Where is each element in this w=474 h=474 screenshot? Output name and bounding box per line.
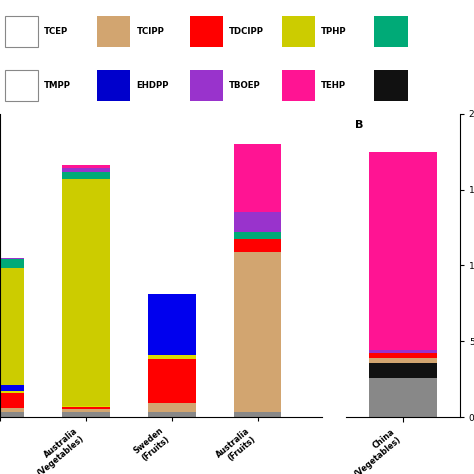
Text: TDCIPP: TDCIPP	[229, 27, 264, 36]
Bar	[0, 385, 24, 391]
Text: TPHP: TPHP	[321, 27, 347, 36]
Bar	[0, 391, 24, 393]
Bar	[234, 232, 282, 239]
Bar	[62, 406, 109, 408]
Bar	[234, 144, 282, 212]
Bar	[62, 167, 109, 172]
Bar	[369, 358, 437, 363]
Bar	[374, 70, 408, 101]
Bar	[190, 16, 223, 47]
Bar	[374, 16, 408, 47]
Bar	[0, 259, 24, 267]
Bar	[62, 408, 109, 409]
Bar	[234, 239, 282, 252]
Bar	[282, 70, 315, 101]
Bar	[62, 409, 109, 411]
Bar	[234, 212, 282, 232]
Bar	[62, 179, 109, 406]
Bar	[0, 393, 24, 408]
Text: EHDPP: EHDPP	[137, 81, 169, 90]
Bar	[190, 70, 223, 101]
Bar	[369, 350, 437, 353]
Text: TEHP: TEHP	[321, 81, 346, 90]
Bar	[97, 70, 130, 101]
Bar	[369, 153, 437, 350]
Bar	[62, 165, 109, 167]
Bar	[0, 267, 24, 385]
Bar	[62, 172, 109, 179]
Bar	[62, 411, 109, 417]
Bar	[5, 16, 38, 47]
Bar	[148, 359, 196, 403]
Bar	[5, 70, 38, 101]
Text: TCEP: TCEP	[44, 27, 68, 36]
Bar	[369, 353, 437, 358]
Bar	[97, 16, 130, 47]
Bar	[234, 252, 282, 411]
Bar	[369, 363, 437, 378]
Bar	[148, 411, 196, 417]
Text: TCIPP: TCIPP	[137, 27, 164, 36]
Bar	[369, 378, 437, 417]
Bar	[148, 403, 196, 411]
Text: B: B	[355, 120, 364, 130]
Text: TBOEP: TBOEP	[229, 81, 261, 90]
Bar	[0, 258, 24, 259]
Bar	[282, 16, 315, 47]
Bar	[148, 355, 196, 359]
Bar	[0, 408, 24, 412]
Bar	[0, 412, 24, 417]
Text: TMPP: TMPP	[44, 81, 71, 90]
Bar	[148, 294, 196, 355]
Bar	[234, 411, 282, 417]
